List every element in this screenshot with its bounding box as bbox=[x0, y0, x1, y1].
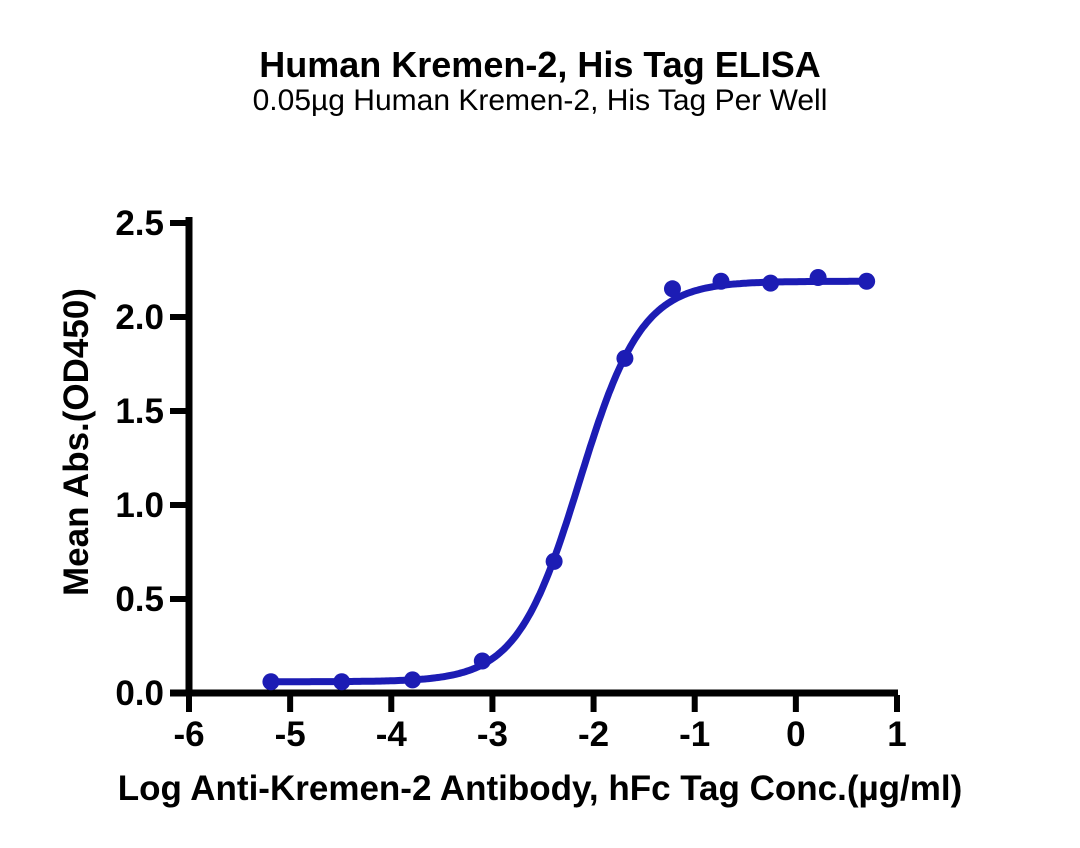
data-point bbox=[473, 652, 491, 670]
data-point bbox=[809, 269, 827, 287]
fit-curve bbox=[267, 277, 870, 686]
y-tick-label: 1.0 bbox=[115, 486, 164, 525]
data-point bbox=[545, 552, 563, 570]
y-tick-label: 0.5 bbox=[115, 580, 164, 619]
x-tick-label: -5 bbox=[275, 715, 306, 754]
y-tick-label: 1.5 bbox=[115, 392, 164, 431]
chart-title: Human Kremen-2, His Tag ELISA bbox=[259, 44, 821, 85]
data-point bbox=[858, 272, 876, 290]
y-tick-label: 0.0 bbox=[115, 674, 164, 713]
data-point bbox=[616, 349, 634, 367]
data-point bbox=[404, 671, 422, 689]
x-tick-label: -2 bbox=[578, 715, 609, 754]
x-tick-label: -6 bbox=[173, 715, 204, 754]
y-tick-label: 2.0 bbox=[115, 298, 164, 337]
x-tick-label: -1 bbox=[679, 715, 710, 754]
data-point bbox=[663, 280, 681, 298]
x-tick-label: 0 bbox=[786, 715, 805, 754]
x-tick-label: -3 bbox=[477, 715, 508, 754]
data-point bbox=[712, 272, 730, 290]
data-point bbox=[762, 274, 780, 292]
x-tick-label: 1 bbox=[887, 715, 906, 754]
x-axis-title: Log Anti-Kremen-2 Antibody, hFc Tag Conc… bbox=[117, 769, 963, 808]
data-point bbox=[333, 673, 351, 691]
chart-subtitle: 0.05µg Human Kremen-2, His Tag Per Well bbox=[252, 84, 828, 117]
x-tick-label: -4 bbox=[376, 715, 408, 754]
data-point bbox=[262, 673, 280, 691]
y-tick-label: 2.5 bbox=[115, 204, 164, 243]
